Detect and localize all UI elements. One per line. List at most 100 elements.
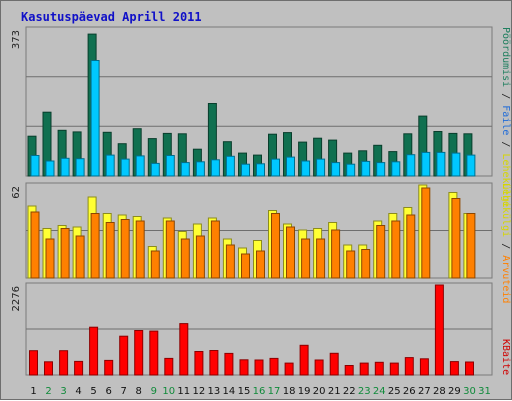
bar [329,352,339,376]
day-label: 26 [403,386,416,397]
legend-entry: Pöördumisi [500,27,511,87]
bar [90,60,100,177]
bar [194,351,204,376]
bar [465,361,474,376]
day-label: 28 [433,386,446,397]
panel-3: 2276 [11,282,493,376]
day-label: 31 [478,386,491,397]
bar [331,162,341,177]
bar [149,330,159,376]
day-label: 30 [463,386,476,397]
bar [436,151,446,177]
bar [195,161,205,177]
bar [374,361,384,376]
bar [150,162,160,177]
bar [316,238,326,279]
series-arvuteid [30,187,476,279]
day-label: 8 [136,386,142,397]
bar [241,253,250,279]
bar [466,154,476,177]
day-label: 18 [283,386,296,397]
bar [120,219,130,279]
bar [60,157,70,177]
bar [180,162,190,177]
bar [434,284,444,376]
day-label: 15 [238,386,251,397]
bar [406,154,416,177]
bar [120,158,130,177]
bar [225,155,235,177]
bar [75,158,85,177]
bar [239,359,249,376]
day-label: 21 [328,386,341,397]
bar [344,365,354,376]
legend-separator: / [500,135,511,153]
bar [135,220,145,279]
bar [195,235,205,279]
day-label: 23 [358,386,371,397]
bar [30,155,40,177]
series-kbaite [29,284,474,376]
day-label: 1 [30,386,36,397]
day-label: 29 [448,386,461,397]
day-label: 4 [75,386,81,397]
day-label: 27 [418,386,431,397]
bar [331,229,341,279]
bar [59,350,69,376]
bar [180,238,190,279]
y-max-label: 2276 [11,286,22,311]
bar [90,213,100,279]
bar [165,155,175,177]
bar [271,158,280,177]
bar [75,235,85,279]
legend-separator: / [500,237,511,255]
bar [271,213,280,279]
bar [254,359,264,376]
legend-separator: / [500,87,511,105]
bar [165,220,175,279]
bar [256,250,265,279]
legend-entry: KBaite [500,339,511,375]
legend-entry: Lehekülgi [500,153,511,207]
bar [389,362,399,376]
bar [466,213,476,279]
day-label: 3 [60,386,66,397]
legend: KBaite [500,339,511,375]
legend-entry: Arvuteid [500,255,511,303]
day-label: 11 [177,386,190,397]
bar [451,152,461,177]
day-label: 14 [223,386,236,397]
legend: Lehekülgi / Arvuteid [500,183,511,303]
bar [361,160,371,177]
day-label: 13 [208,386,221,397]
bar [421,187,431,279]
bar [210,159,220,177]
day-label: 2 [45,386,51,397]
bar [29,350,38,376]
day-label: 20 [313,386,326,397]
bar [30,211,40,279]
bar [406,214,416,279]
bar [419,358,429,376]
y-max-label: 62 [11,186,22,199]
day-label: 10 [162,386,175,397]
day-label: 19 [298,386,311,397]
bar [376,225,386,279]
bar [150,250,160,279]
bar [241,163,250,177]
bar [60,228,70,279]
bar [346,250,356,279]
day-label: 7 [121,386,127,397]
bar [314,359,324,376]
bar [104,359,114,376]
day-label: 17 [268,386,281,397]
bar [404,357,414,376]
bar [225,244,235,279]
bar [164,357,174,376]
bar [376,162,386,177]
bar [44,361,53,376]
bar [45,238,55,279]
bar [209,350,219,376]
